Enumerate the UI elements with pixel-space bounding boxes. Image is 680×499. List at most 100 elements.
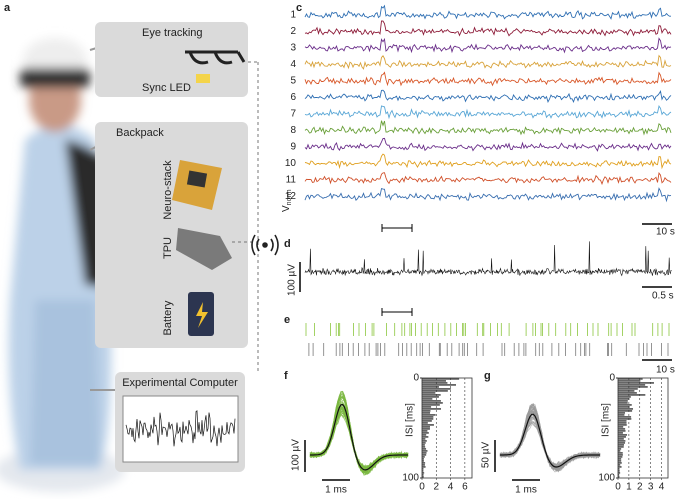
histogram-bar — [618, 452, 623, 454]
channel-label: 7 — [290, 109, 296, 120]
raster-row — [308, 343, 669, 356]
histogram-bar — [422, 424, 434, 426]
channel-label: 5 — [290, 76, 296, 87]
histogram-bar — [422, 378, 460, 380]
histogram-bar — [422, 444, 425, 446]
histogram-bar — [422, 462, 426, 464]
channel-label: 6 — [290, 92, 296, 103]
histogram-bar — [618, 442, 626, 444]
histogram-bar — [618, 458, 622, 460]
channel-trace — [304, 54, 672, 70]
histogram-bar — [618, 422, 627, 424]
channel-label: 10 — [285, 158, 297, 169]
x-tick-label: 6 — [462, 482, 468, 493]
channel-label: 1 — [290, 10, 296, 21]
histogram-bar — [422, 380, 446, 382]
histogram-bar — [422, 448, 427, 450]
channel-label: 12 — [285, 191, 297, 202]
y-tick-label: 100 — [598, 473, 615, 484]
histogram-bar — [422, 412, 431, 414]
channel-trace — [304, 104, 672, 120]
histogram-bar — [618, 412, 626, 414]
mean-waveform — [500, 413, 600, 468]
histogram-bar — [618, 462, 622, 464]
axis-label: ISI [ms] — [405, 403, 416, 437]
scale-label: 100 µV — [291, 439, 302, 471]
waveform — [309, 395, 409, 473]
y-tick-label: 0 — [609, 373, 615, 384]
histogram-bar — [618, 428, 626, 430]
channel-trace — [304, 120, 672, 136]
label: TPU — [162, 237, 174, 259]
histogram-bar — [422, 464, 425, 466]
histogram-bar — [618, 472, 621, 474]
panel-label: a — [4, 2, 11, 14]
channel-label: 11 — [286, 175, 297, 186]
panel-label: d — [284, 238, 291, 250]
histogram-bar — [422, 404, 440, 406]
histogram-bar — [422, 460, 424, 462]
box-title: Eye tracking — [142, 27, 203, 39]
scale-label: 1 ms — [515, 485, 537, 496]
histogram-bar — [618, 424, 627, 426]
histogram-bar — [618, 416, 632, 418]
label: Neuro-stack — [162, 160, 174, 220]
x-tick-label: 4 — [659, 482, 665, 493]
histogram-bar — [618, 466, 622, 468]
histogram-bar — [422, 390, 448, 392]
histogram-bar — [618, 384, 646, 386]
histogram-bar — [422, 442, 426, 444]
histogram-bar — [422, 474, 424, 476]
histogram-bar — [422, 408, 441, 410]
histogram-bar — [422, 430, 428, 432]
wireless-icon — [251, 234, 279, 256]
channel-label: 2 — [290, 26, 296, 37]
scale-label: 50 µV — [481, 442, 492, 469]
panel-label: f — [284, 370, 288, 382]
x-tick-label: 0 — [615, 482, 621, 493]
histogram-bar — [422, 384, 456, 386]
histogram-bar — [422, 450, 428, 452]
histogram-bar — [618, 464, 621, 466]
x-tick-label: 0 — [419, 482, 425, 493]
histogram-bar — [618, 394, 646, 396]
window-marker — [381, 224, 413, 232]
histogram-bar — [618, 380, 641, 382]
histogram-bar — [422, 470, 424, 472]
histogram-bar — [422, 468, 424, 470]
channel-trace — [304, 137, 672, 152]
histogram-bar — [618, 454, 623, 456]
histogram-bar — [422, 440, 427, 442]
histogram-bar — [422, 446, 426, 448]
histogram-bar — [422, 416, 434, 418]
scale-label: 0.5 s — [652, 291, 674, 302]
histogram-bar — [422, 456, 425, 458]
axis-label: ISI [ms] — [601, 403, 612, 437]
histogram-bar — [618, 388, 638, 390]
axes-frame — [617, 377, 669, 479]
panel-label: e — [284, 314, 290, 326]
axis-label-sub: norm — [286, 189, 293, 205]
scale-label: 10 s — [656, 227, 675, 238]
led — [196, 74, 210, 83]
histogram-bar — [618, 460, 622, 462]
histogram-bar — [422, 452, 427, 454]
histogram-bar — [618, 438, 624, 440]
histogram-bar — [618, 456, 623, 458]
histogram-bar — [618, 382, 654, 384]
histogram-bar — [422, 392, 436, 394]
histogram-bar — [422, 454, 427, 456]
waveform — [309, 413, 408, 469]
label: Sync LED — [142, 82, 191, 94]
histogram-bar — [618, 404, 632, 406]
x-tick-label: 3 — [648, 482, 654, 493]
histogram-bar — [422, 476, 424, 478]
channel-trace — [304, 153, 672, 170]
histogram-bar — [618, 476, 620, 478]
chip — [186, 170, 208, 188]
channel-trace — [304, 171, 672, 186]
histogram-bar — [422, 414, 436, 416]
histogram-bar — [618, 470, 620, 472]
channel-label: 3 — [290, 43, 296, 54]
histogram-bar — [618, 414, 625, 416]
